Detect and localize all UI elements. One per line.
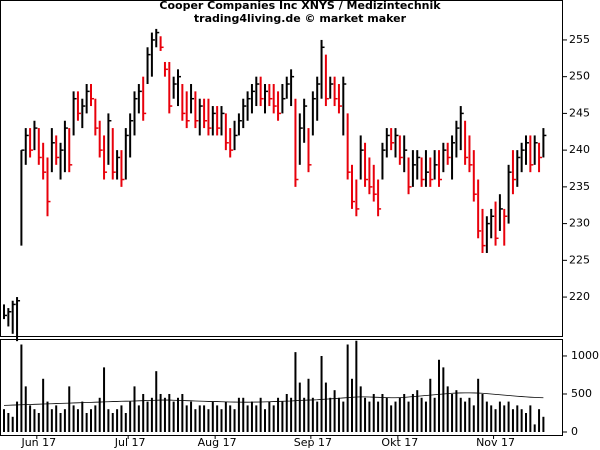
y-tick-label: 500 (571, 387, 592, 400)
x-tick-label: Sep 17 (294, 436, 332, 449)
y-tick-label: 0 (571, 425, 578, 438)
price-frame (0, 0, 563, 337)
y-tick-label: 220 (569, 290, 590, 303)
y-tick-label: 230 (569, 217, 590, 230)
y-tick-label: 235 (569, 180, 590, 193)
y-tick-label: 250 (569, 70, 590, 83)
volume-average (3, 392, 544, 406)
chart-title: Cooper Companies Inc XNYS / Medizintechn… (159, 0, 441, 12)
y-tick-label: 240 (569, 143, 590, 156)
y-tick-label: 1000 (571, 349, 599, 362)
y-tick-label: 255 (569, 33, 590, 46)
x-tick-label: Aug 17 (198, 436, 237, 449)
x-tick-label: Okt 17 (381, 436, 418, 449)
x-tick-label: Jun 17 (20, 436, 56, 449)
x-tick-label: Nov 17 (476, 436, 515, 449)
y-tick-label: 245 (569, 106, 590, 119)
y-tick-label: 225 (569, 253, 590, 266)
chart-subtitle: trading4living.de © market maker (194, 12, 407, 25)
x-tick-label: Jul 17 (114, 436, 146, 449)
volume-frame (0, 339, 563, 436)
